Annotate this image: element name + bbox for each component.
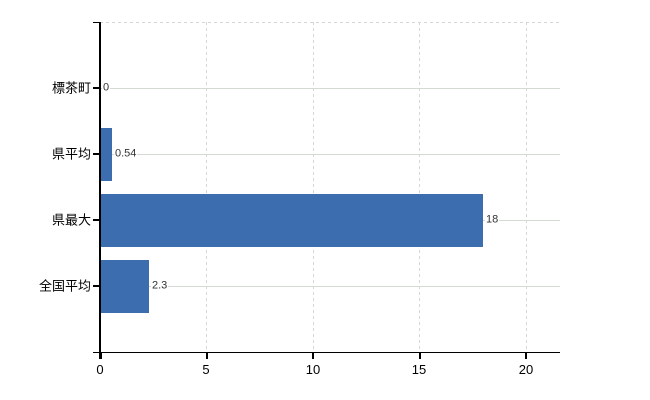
x-axis-tick-label: 10 [305, 362, 321, 377]
plot-top-border [100, 22, 560, 23]
y-axis-tick [93, 87, 100, 89]
x-axis-tick [419, 352, 421, 359]
horizontal-gridline [100, 286, 560, 287]
category-label: 県最大 [51, 212, 91, 228]
y-axis-tick [93, 219, 100, 221]
bar-value-label: 18 [485, 213, 500, 226]
bar-value-label: 0 [102, 81, 111, 94]
bar-value-label: 0.54 [114, 147, 138, 160]
x-axis-tick [525, 352, 527, 359]
x-axis-line [93, 351, 560, 353]
x-axis-tick-label: 5 [202, 362, 210, 377]
category-label: 全国平均 [38, 278, 91, 294]
y-axis-tick [93, 153, 100, 155]
bar-value-label: 2.3 [151, 279, 169, 292]
bar [100, 194, 483, 247]
x-axis-tick-label: 0 [96, 362, 104, 377]
category-label: 標茶町 [51, 80, 91, 96]
vertical-gridline [206, 22, 207, 352]
vertical-gridline [526, 22, 527, 352]
x-axis-tick-label: 15 [411, 362, 427, 377]
x-axis-tick [100, 352, 102, 359]
bar [100, 260, 149, 313]
horizontal-gridline [100, 88, 560, 89]
vertical-gridline [419, 22, 420, 352]
plot-area: 0 0.54 18 2.3 [100, 22, 560, 352]
y-axis-tick [93, 285, 100, 287]
y-axis-top-tick [93, 21, 100, 23]
category-label: 県平均 [51, 146, 91, 162]
x-axis-tick [312, 352, 314, 359]
vertical-gridline [313, 22, 314, 352]
y-axis-line [99, 22, 101, 359]
horizontal-gridline [100, 154, 560, 155]
x-axis-tick-label: 20 [518, 362, 534, 377]
x-axis-tick [206, 352, 208, 359]
bar [100, 128, 112, 181]
